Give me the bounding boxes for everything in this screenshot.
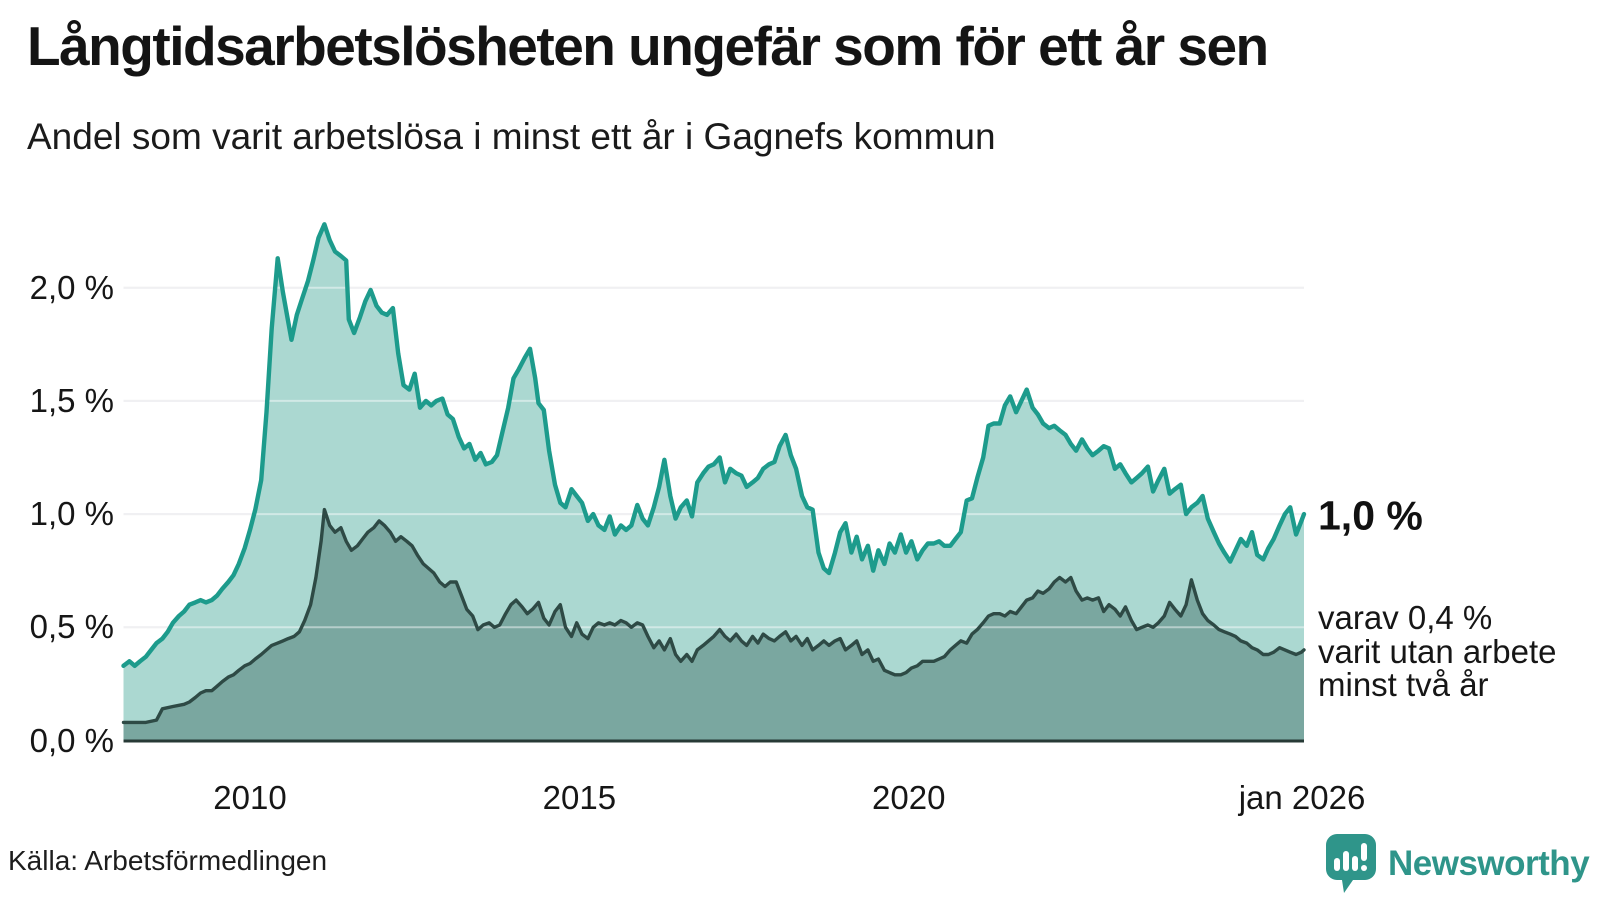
annotation-line: varav 0,4 % (1318, 599, 1493, 636)
newsworthy-brand: Newsworthy (1326, 834, 1590, 894)
y-axis-tick-label: 1,5 % (29, 381, 114, 419)
series-annotation: varav 0,4 % varit utan arbete minst två … (1318, 601, 1556, 702)
x-axis-tick-label: 2015 (542, 779, 617, 816)
x-axis-tick-label: 2010 (213, 779, 287, 816)
y-axis-tick-label: 2,0 % (29, 268, 114, 306)
y-axis-tick-label: 0,5 % (29, 608, 114, 646)
series-end-value-label: 1,0 % (1318, 492, 1423, 539)
area-at-least-two-years (123, 509, 1304, 741)
newsworthy-wordmark: Newsworthy (1388, 844, 1590, 883)
annotation-line: minst två år (1318, 666, 1489, 704)
x-axis-tick-label: 2020 (872, 779, 946, 816)
page-subtitle: Andel som varit arbetslösa i minst ett å… (27, 116, 996, 157)
y-axis-tick-label: 1,0 % (29, 495, 114, 533)
line-at-least-one-year (121, 222, 1307, 668)
source-credit: Källa: Arbetsförmedlingen (8, 845, 328, 876)
line-at-least-two-years (121, 507, 1306, 725)
annotation-line: varit utan arbete (1318, 632, 1557, 670)
y-axis-tick-label: 0,0 % (29, 721, 114, 759)
page-title: Långtidsarbetslösheten ungefär som för e… (27, 15, 1269, 77)
x-axis-tick-label: jan 2026 (1238, 779, 1366, 816)
newsworthy-logo-icon (1326, 834, 1376, 893)
